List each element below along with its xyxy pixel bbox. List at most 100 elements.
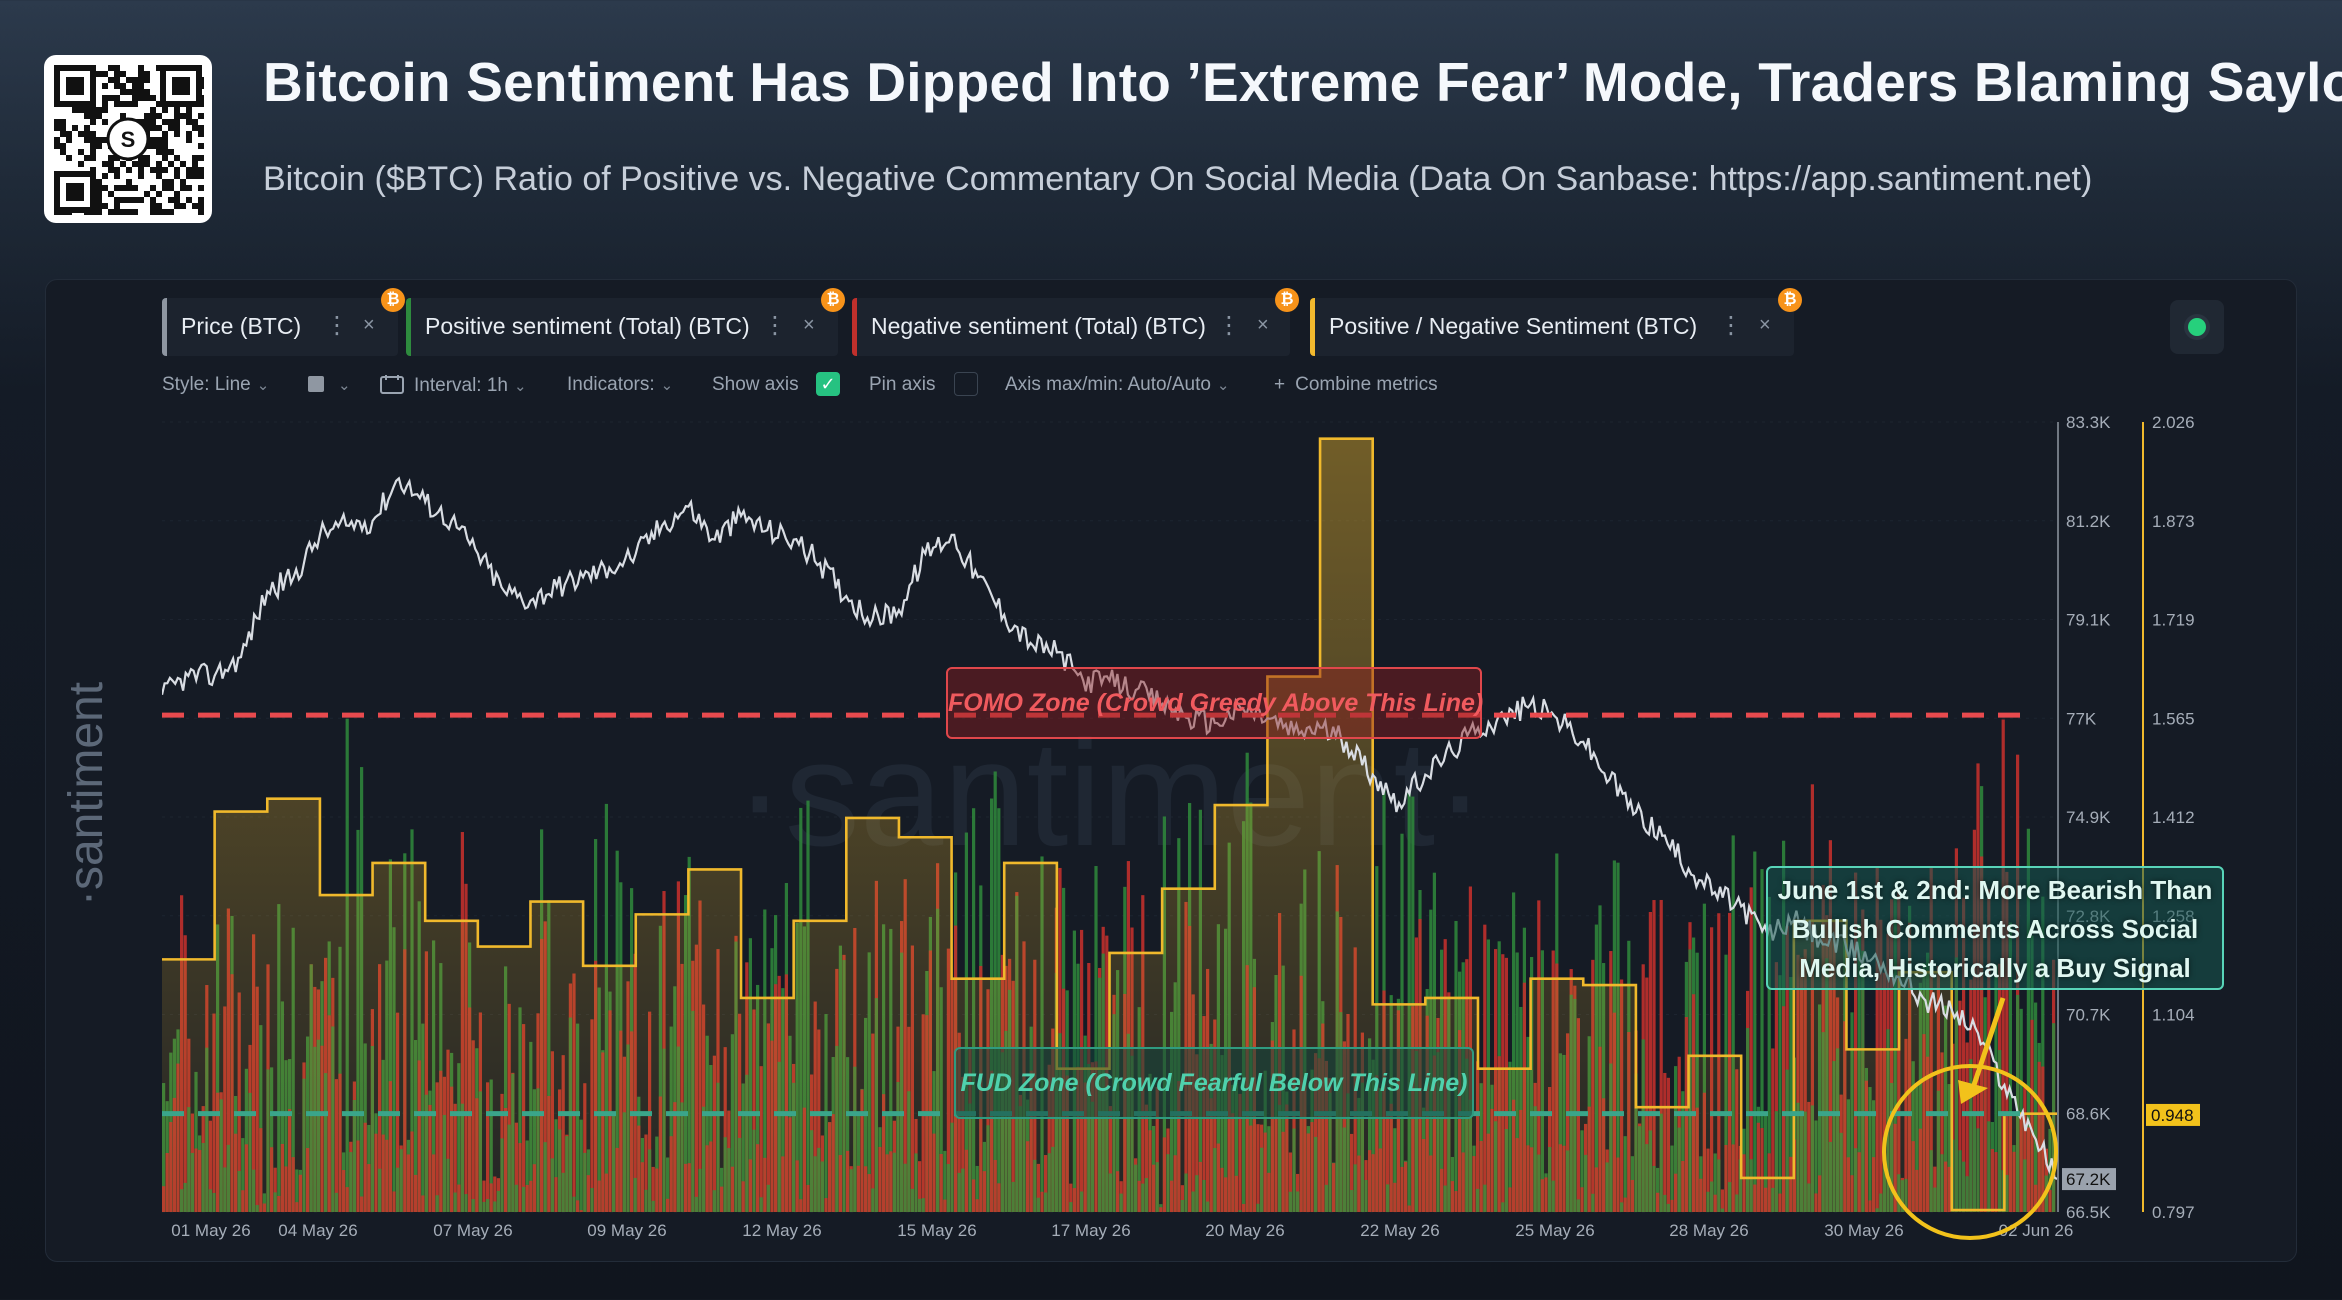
close-icon[interactable]: × bbox=[803, 314, 815, 336]
positive-sentiment-bar bbox=[1731, 835, 1735, 1212]
qr-module bbox=[174, 155, 180, 161]
bitcoin-icon: ₿ bbox=[821, 288, 845, 312]
qr-module bbox=[150, 95, 156, 101]
negative-sentiment-bar bbox=[1972, 829, 1976, 1212]
qr-module bbox=[168, 161, 174, 167]
ratio-current-flag bbox=[2146, 1103, 2200, 1126]
qr-module bbox=[54, 137, 60, 143]
qr-module bbox=[174, 203, 180, 209]
qr-module bbox=[150, 125, 156, 131]
positive-sentiment-bar bbox=[1407, 793, 1411, 1212]
june-callout-line: Bullish Comments Across Social bbox=[1791, 914, 2199, 944]
qr-module bbox=[120, 101, 126, 107]
qr-module bbox=[90, 131, 96, 137]
show-axis-label: Show axis bbox=[712, 374, 799, 395]
qr-module bbox=[138, 197, 144, 203]
qr-module bbox=[162, 167, 168, 173]
more-icon[interactable]: ⋮ bbox=[1217, 312, 1241, 339]
qr-module bbox=[150, 197, 156, 203]
style-dropdown[interactable]: Style: Line ⌄ bbox=[162, 374, 269, 396]
positive-sentiment-bar bbox=[1998, 1050, 2002, 1212]
metric-tab-label: Negative sentiment (Total) (BTC) bbox=[871, 313, 1206, 339]
positive-sentiment-bar bbox=[2019, 1008, 2023, 1212]
metric-tab-positive-sentiment[interactable]: Positive sentiment (Total) (BTC) ⋮ × ₿ bbox=[406, 288, 845, 356]
indicators-label: Indicators: bbox=[567, 374, 655, 395]
qr-module bbox=[174, 119, 180, 125]
axis-maxmin-dropdown[interactable]: Axis max/min: Auto/Auto ⌄ bbox=[1005, 374, 1230, 396]
qr-module bbox=[114, 65, 120, 71]
ratio-current-label: 0.948 bbox=[2151, 1106, 2194, 1125]
combine-metrics-button[interactable]: + Combine metrics bbox=[1274, 374, 1438, 396]
qr-finder-pattern bbox=[66, 77, 84, 95]
qr-module bbox=[78, 107, 84, 113]
metric-tab-ratio[interactable]: Positive / Negative Sentiment (BTC) ⋮ × … bbox=[1310, 288, 1802, 356]
metric-tab-label: Positive sentiment (Total) (BTC) bbox=[425, 313, 750, 339]
positive-sentiment-bar bbox=[1767, 896, 1771, 1212]
qr-module bbox=[72, 125, 78, 131]
negative-sentiment-bar bbox=[1659, 899, 1663, 1212]
qr-module bbox=[198, 185, 204, 191]
positive-sentiment-bar bbox=[1512, 892, 1516, 1212]
qr-module bbox=[162, 155, 168, 161]
qr-module bbox=[144, 95, 150, 101]
june-callout-line: June 1st & 2nd: More Bearish Than bbox=[1777, 875, 2213, 905]
more-icon[interactable]: ⋮ bbox=[1719, 312, 1743, 339]
ratio-axis-tick: 1.104 bbox=[2152, 1006, 2195, 1025]
qr-module bbox=[114, 95, 120, 101]
qr-module bbox=[114, 185, 120, 191]
qr-module bbox=[192, 161, 198, 167]
qr-module bbox=[108, 167, 114, 173]
qr-module bbox=[162, 119, 168, 125]
positive-sentiment-bar bbox=[1962, 1161, 1966, 1212]
qr-module bbox=[132, 197, 138, 203]
qr-module bbox=[96, 197, 102, 203]
qr-module bbox=[108, 161, 114, 167]
chart-axes: 83.3K81.2K79.1K77K74.9K72.8K70.7K68.6K66… bbox=[171, 413, 2200, 1240]
qr-module bbox=[132, 161, 138, 167]
chevron-down-icon: ⌄ bbox=[256, 377, 270, 394]
chevron-down-icon[interactable]: ⌄ bbox=[332, 374, 351, 396]
qr-module bbox=[144, 119, 150, 125]
positive-sentiment-bar bbox=[2034, 1002, 2038, 1212]
positive-sentiment-bar bbox=[1954, 957, 1958, 1212]
show-axis-checkbox[interactable]: ✓ bbox=[816, 372, 840, 396]
price-axis-tick: 68.6K bbox=[2066, 1104, 2111, 1123]
qr-module bbox=[54, 125, 60, 131]
positive-sentiment-bar bbox=[1958, 1150, 1962, 1212]
more-icon[interactable]: ⋮ bbox=[325, 312, 349, 339]
qr-module bbox=[162, 209, 168, 215]
more-icon[interactable]: ⋮ bbox=[763, 312, 787, 339]
qr-module bbox=[84, 131, 90, 137]
fud-zone-label: FUD Zone (Crowd Fearful Below This Line) bbox=[954, 1047, 1474, 1119]
qr-module bbox=[138, 71, 144, 77]
june-callout-line: Media, Historically a Buy Signal bbox=[1799, 953, 2191, 983]
qr-module bbox=[90, 143, 96, 149]
qr-module bbox=[114, 209, 120, 215]
qr-module bbox=[198, 167, 204, 173]
qr-logo-letter: S bbox=[121, 127, 136, 152]
qr-module bbox=[60, 143, 66, 149]
bitcoin-icon: ₿ bbox=[1778, 288, 1802, 312]
qr-module bbox=[198, 173, 204, 179]
chart-settings-button[interactable] bbox=[2170, 300, 2224, 354]
negative-sentiment-bar bbox=[1774, 962, 1778, 1212]
ratio-axis-tick: 1.412 bbox=[2152, 808, 2195, 827]
color-swatch[interactable] bbox=[308, 376, 324, 392]
qr-module bbox=[180, 113, 186, 119]
qr-module bbox=[108, 77, 114, 83]
indicators-dropdown[interactable]: Indicators: ⌄ bbox=[567, 374, 673, 396]
qr-module bbox=[108, 209, 114, 215]
close-icon[interactable]: × bbox=[1759, 314, 1771, 336]
positive-sentiment-bar bbox=[1987, 1121, 1991, 1212]
negative-sentiment-bar bbox=[1652, 900, 1656, 1212]
qr-module bbox=[90, 107, 96, 113]
close-icon[interactable]: × bbox=[363, 314, 375, 336]
pin-axis-checkbox[interactable] bbox=[954, 372, 978, 396]
qr-module bbox=[180, 203, 186, 209]
metric-tab-negative-sentiment[interactable]: Negative sentiment (Total) (BTC) ⋮ × ₿ bbox=[852, 288, 1299, 356]
interval-dropdown[interactable]: Interval: 1h ⌄ bbox=[380, 374, 527, 397]
metric-tab-price[interactable]: Price (BTC) ⋮ × ₿ bbox=[162, 288, 405, 356]
close-icon[interactable]: × bbox=[1257, 314, 1269, 336]
qr-module bbox=[120, 197, 126, 203]
